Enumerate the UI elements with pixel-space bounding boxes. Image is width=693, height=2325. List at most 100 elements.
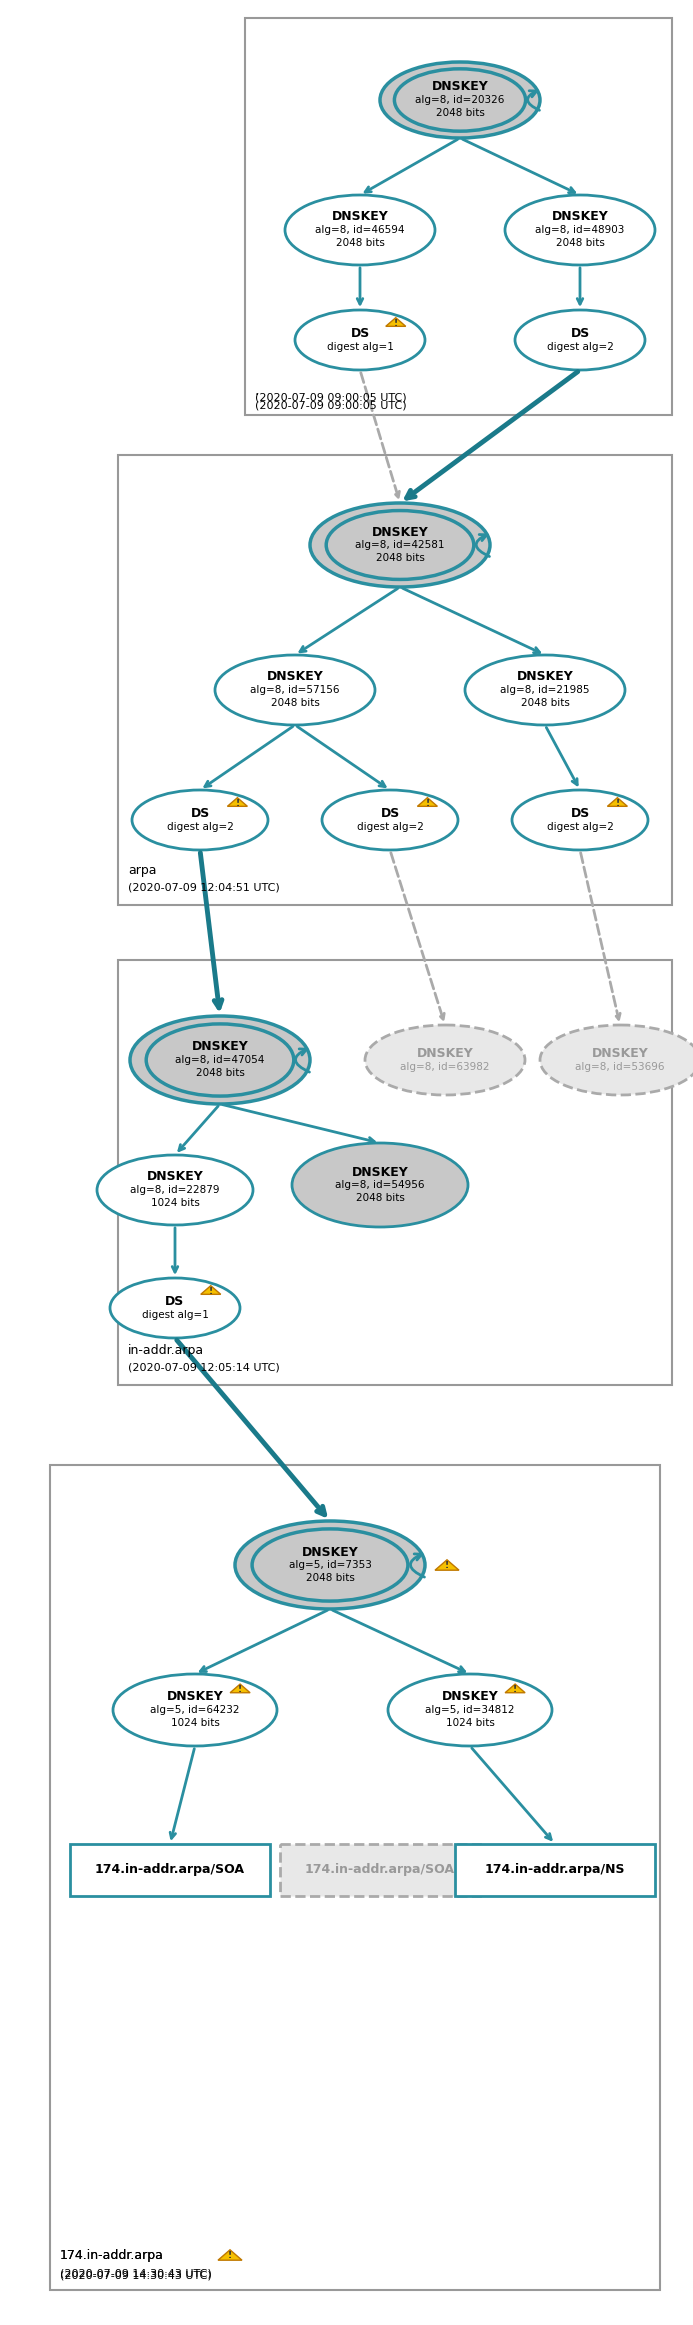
Ellipse shape: [380, 63, 540, 137]
Text: 174.in-addr.arpa: 174.in-addr.arpa: [60, 2248, 164, 2262]
Text: arpa: arpa: [128, 865, 157, 877]
Text: 2048 bits: 2048 bits: [270, 698, 319, 709]
Text: (2020-07-09 14:30:43 UTC): (2020-07-09 14:30:43 UTC): [60, 2267, 212, 2278]
Polygon shape: [218, 2251, 242, 2260]
Text: !: !: [209, 1286, 213, 1295]
Text: DNSKEY: DNSKEY: [147, 1169, 203, 1183]
Text: digest alg=2: digest alg=2: [166, 821, 234, 832]
Polygon shape: [386, 319, 405, 326]
Text: 2048 bits: 2048 bits: [335, 237, 385, 249]
Text: alg=8, id=63982: alg=8, id=63982: [401, 1063, 490, 1072]
Text: alg=8, id=47054: alg=8, id=47054: [175, 1056, 265, 1065]
Text: 2048 bits: 2048 bits: [556, 237, 604, 249]
Text: DNSKEY: DNSKEY: [301, 1546, 358, 1558]
Text: DNSKEY: DNSKEY: [267, 670, 324, 684]
Text: DNSKEY: DNSKEY: [192, 1042, 248, 1053]
Text: .: .: [255, 384, 259, 398]
Text: 174.in-addr.arpa/SOA: 174.in-addr.arpa/SOA: [95, 1865, 245, 1876]
Text: (2020-07-09 14:30:43 UTC): (2020-07-09 14:30:43 UTC): [60, 2269, 212, 2281]
Text: !: !: [615, 797, 620, 807]
Bar: [70, 1844, 270, 1895]
Text: alg=8, id=54956: alg=8, id=54956: [335, 1181, 425, 1190]
Text: alg=5, id=64232: alg=5, id=64232: [150, 1704, 240, 1716]
Text: 1024 bits: 1024 bits: [446, 1718, 494, 1727]
Text: 2048 bits: 2048 bits: [356, 1193, 405, 1202]
Polygon shape: [505, 1683, 525, 1693]
Text: !: !: [238, 1686, 242, 1695]
Text: DNSKEY: DNSKEY: [441, 1690, 498, 1704]
Text: DNSKEY: DNSKEY: [332, 212, 388, 223]
Text: (2020-07-09 09:00:05 UTC): (2020-07-09 09:00:05 UTC): [255, 400, 407, 409]
Ellipse shape: [146, 1023, 294, 1095]
Text: DNSKEY: DNSKEY: [432, 81, 489, 93]
Ellipse shape: [365, 1025, 525, 1095]
Text: 174.in-addr.arpa: 174.in-addr.arpa: [60, 2248, 164, 2262]
Ellipse shape: [310, 502, 490, 586]
Ellipse shape: [130, 1016, 310, 1104]
Text: DS: DS: [380, 807, 400, 821]
Text: (2020-07-09 09:00:05 UTC): (2020-07-09 09:00:05 UTC): [255, 393, 407, 402]
Ellipse shape: [540, 1025, 693, 1095]
Text: !: !: [426, 797, 430, 807]
Text: alg=8, id=57156: alg=8, id=57156: [250, 686, 340, 695]
Text: 174.in-addr.arpa/SOA: 174.in-addr.arpa/SOA: [305, 1865, 455, 1876]
Ellipse shape: [132, 790, 268, 851]
Text: alg=8, id=20326: alg=8, id=20326: [415, 95, 505, 105]
Ellipse shape: [97, 1156, 253, 1225]
Text: 174.in-addr.arpa/NS: 174.in-addr.arpa/NS: [484, 1865, 625, 1876]
Text: DNSKEY: DNSKEY: [371, 525, 428, 539]
Text: !: !: [394, 319, 398, 328]
Bar: [245, 19, 672, 414]
Text: DS: DS: [570, 807, 590, 821]
Ellipse shape: [215, 656, 375, 725]
Text: digest alg=2: digest alg=2: [357, 821, 423, 832]
Text: in-addr.arpa: in-addr.arpa: [128, 1344, 204, 1358]
Text: 2048 bits: 2048 bits: [376, 553, 424, 563]
Text: digest alg=2: digest alg=2: [547, 821, 613, 832]
Text: alg=8, id=22879: alg=8, id=22879: [130, 1186, 220, 1195]
Bar: [280, 1844, 480, 1895]
Text: DS: DS: [570, 328, 590, 339]
Text: 1024 bits: 1024 bits: [170, 1718, 220, 1727]
Text: !: !: [236, 797, 240, 807]
Text: alg=8, id=46594: alg=8, id=46594: [315, 226, 405, 235]
Text: alg=5, id=34812: alg=5, id=34812: [426, 1704, 515, 1716]
Text: DNSKEY: DNSKEY: [592, 1046, 649, 1060]
Text: alg=8, id=48903: alg=8, id=48903: [535, 226, 624, 235]
Ellipse shape: [512, 790, 648, 851]
Ellipse shape: [252, 1530, 408, 1602]
Text: alg=5, id=7353: alg=5, id=7353: [288, 1560, 371, 1569]
Text: digest alg=1: digest alg=1: [326, 342, 394, 351]
Text: alg=8, id=53696: alg=8, id=53696: [575, 1063, 665, 1072]
Polygon shape: [227, 797, 247, 807]
Text: DS: DS: [191, 807, 209, 821]
Text: DNSKEY: DNSKEY: [351, 1165, 408, 1179]
Ellipse shape: [394, 70, 525, 130]
Polygon shape: [201, 1286, 221, 1295]
Bar: [118, 960, 672, 1386]
Ellipse shape: [388, 1674, 552, 1746]
Ellipse shape: [110, 1279, 240, 1337]
Bar: [50, 1465, 660, 2290]
Ellipse shape: [285, 195, 435, 265]
Ellipse shape: [465, 656, 625, 725]
Text: digest alg=1: digest alg=1: [141, 1309, 209, 1321]
Text: !: !: [228, 2251, 232, 2260]
Polygon shape: [607, 797, 627, 807]
Ellipse shape: [295, 309, 425, 370]
Text: 2048 bits: 2048 bits: [520, 698, 570, 709]
Text: 2048 bits: 2048 bits: [436, 107, 484, 119]
Polygon shape: [417, 797, 437, 807]
Text: DNSKEY: DNSKEY: [416, 1046, 473, 1060]
Text: (2020-07-09 12:04:51 UTC): (2020-07-09 12:04:51 UTC): [128, 884, 280, 893]
Text: DS: DS: [166, 1295, 184, 1309]
Text: (2020-07-09 12:05:14 UTC): (2020-07-09 12:05:14 UTC): [128, 1362, 280, 1374]
Polygon shape: [435, 1560, 459, 1569]
Ellipse shape: [505, 195, 655, 265]
Text: 2048 bits: 2048 bits: [195, 1067, 245, 1079]
Ellipse shape: [113, 1674, 277, 1746]
Text: 2048 bits: 2048 bits: [306, 1574, 354, 1583]
Text: !: !: [513, 1686, 517, 1695]
Text: DNSKEY: DNSKEY: [516, 670, 573, 684]
Polygon shape: [230, 1683, 250, 1693]
